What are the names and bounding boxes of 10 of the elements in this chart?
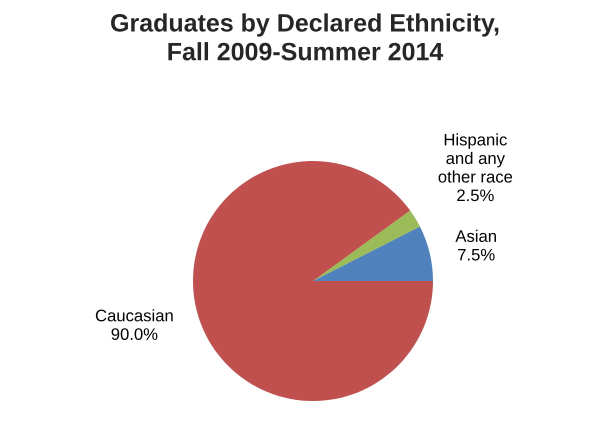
data-label: 90.0% (112, 328, 158, 340)
data-label: 7.5% (458, 248, 495, 261)
slice-label: Asian (455, 230, 496, 242)
slice-label: Caucasian (96, 309, 173, 322)
pie-slice (313, 210, 420, 281)
pie-slice (193, 161, 433, 401)
chart-title: Graduates by Declared Ethnicity, Fall 2009-Summer 2014 (111, 13, 498, 60)
data-label: 2.5% (457, 189, 494, 202)
pie-slice (313, 226, 433, 281)
slice-label: Hispanic and any other race (438, 133, 512, 183)
